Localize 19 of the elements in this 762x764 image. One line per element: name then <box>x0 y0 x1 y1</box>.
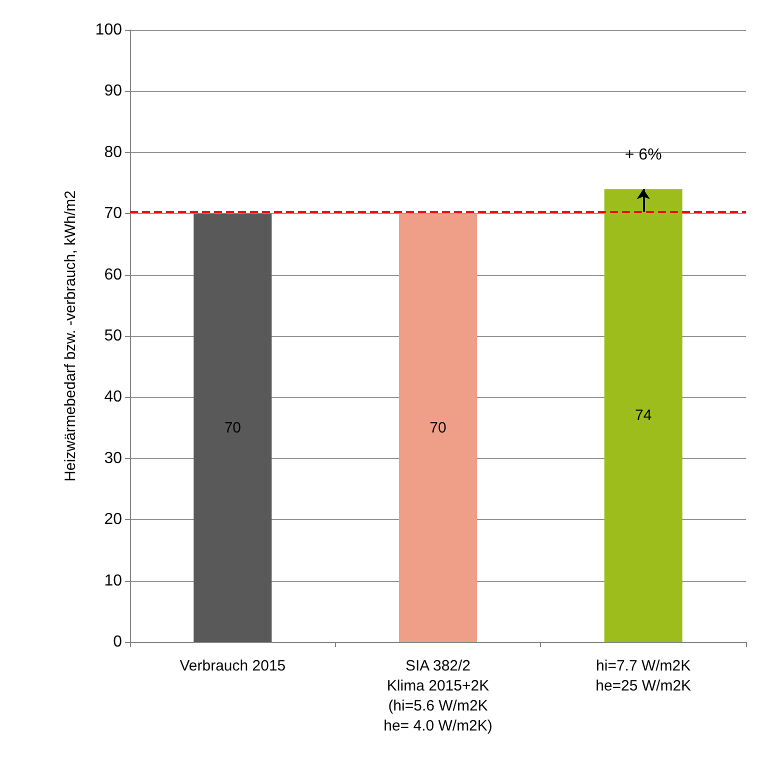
x-tick-label: Verbrauch 2015 <box>180 658 286 674</box>
data-label: 70 <box>224 419 242 436</box>
y-tick-label: 20 <box>104 511 122 528</box>
y-tick-label: 70 <box>104 205 122 222</box>
x-tick-label: SIA 382/2 Klima 2015+2K (hi=5.6 W/m2K he= 4.0 W/m2K) <box>384 658 492 734</box>
annotation: + 6% <box>624 146 662 164</box>
y-tick-label: 60 <box>104 266 122 284</box>
data-label: 70 <box>430 419 446 436</box>
y-tick-label: 100 <box>95 22 122 38</box>
x-tick-label: hi=7.7 W/m2K he=25 W/m2K <box>596 658 692 694</box>
y-tick-label: 30 <box>104 450 122 467</box>
y-tick-label: 90 <box>104 82 122 100</box>
y-tick-label: 0 <box>113 634 122 650</box>
y-tick-label: 80 <box>104 144 122 161</box>
data-label: 74 <box>634 407 652 424</box>
y-tick-label: 50 <box>104 328 122 344</box>
y-axis-title: Heizwärmebedarf bzw. -verbrauch, kWh/m2 <box>62 190 79 482</box>
y-tick-label: 10 <box>104 572 122 590</box>
y-tick-label: 40 <box>104 388 122 406</box>
